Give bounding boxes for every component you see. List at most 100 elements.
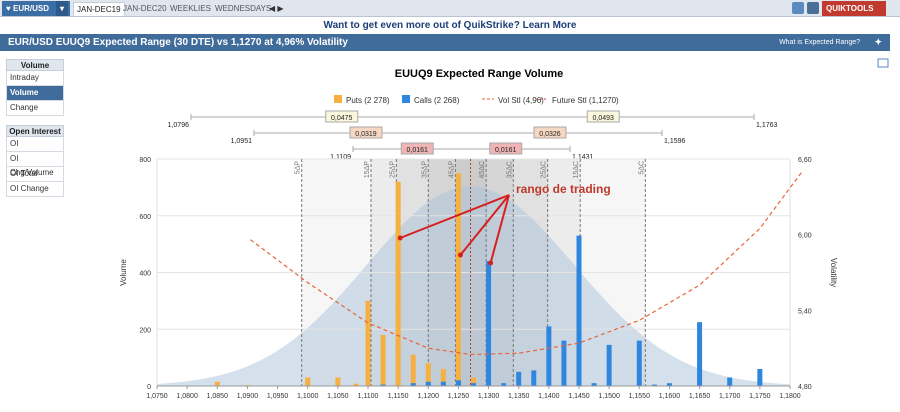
page-title: EUR/USD EUUQ9 Expected Range (30 DTE) vs… <box>8 37 348 48</box>
top-toolbar: ♥ EUR/USD ▾ JAN-DEC19 JAN-DEC20 WEEKLIES… <box>0 0 900 17</box>
call-bar <box>757 368 763 386</box>
range-width-box <box>533 126 567 139</box>
y-axis-title: Volume <box>119 259 128 286</box>
range-width-label: 0,0161 <box>407 147 429 154</box>
vol-settle-curve <box>250 171 803 356</box>
strike-marker-label: 5ΔC <box>638 161 645 175</box>
put-bar <box>410 354 416 386</box>
sidebar-item-volume[interactable]: Volume <box>6 86 64 101</box>
x-tick-label: 1,1100 <box>358 393 379 400</box>
tab-wednesdays[interactable]: WEDNESDAYS <box>215 4 272 13</box>
calculator-icon[interactable] <box>807 2 819 14</box>
expected-range-help-link[interactable]: What is Expected Range? <box>779 39 860 46</box>
quiktools-menu[interactable]: QUIKTOOLS <box>822 1 886 16</box>
put-bar <box>214 381 220 386</box>
annotation-arrow-head <box>457 252 463 258</box>
put-bar <box>353 383 359 386</box>
x-tick-label: 1,0950 <box>267 393 289 400</box>
x-tick-label: 1,1150 <box>388 393 409 400</box>
range-low-label: 1,0951 <box>231 138 253 145</box>
plot-area: 5ΔP 15ΔP 25ΔP 35ΔP 45ΔP 45ΔC 35ΔC 25ΔC 15ΔC 5ΔC <box>156 158 803 387</box>
x-tick-label: 1,0750 <box>146 393 168 400</box>
x-tick-label: 1,1550 <box>629 393 651 400</box>
range-width-label: 0,0475 <box>331 115 353 122</box>
x-tick-label: 1,1800 <box>779 393 801 400</box>
page-title-bar: EUR/USD EUUQ9 Expected Range (30 DTE) vs… <box>0 34 890 51</box>
sidebar-oi-header: Open Interest <box>6 125 64 137</box>
range-width-box <box>400 142 434 155</box>
sidebar-item-intraday[interactable]: Intraday <box>6 71 64 86</box>
trading-range-annotation: rango de trading <box>516 182 611 196</box>
call-bar <box>380 384 386 386</box>
call-bar <box>546 326 552 386</box>
x-tick-label: 1,1500 <box>598 393 620 400</box>
legend-calls-swatch <box>402 95 410 103</box>
x-tick-label: 1,1200 <box>418 393 440 400</box>
strike-marker-label: 25ΔC <box>541 161 548 179</box>
y-tick-label: 0 <box>147 384 151 391</box>
tab-scroll-arrows[interactable]: ◀ ▶ <box>269 4 284 13</box>
y2-tick-label: 4,80 <box>798 384 812 391</box>
sidebar-item-oi-chg-volume[interactable]: OI Chg/Volume <box>6 152 64 177</box>
x-tick-label: 1,0800 <box>176 393 198 400</box>
call-bar <box>531 370 537 386</box>
sidebar-item-oi-change[interactable]: OI Change <box>6 182 64 197</box>
call-bar <box>455 380 461 386</box>
y-tick-label: 400 <box>139 271 151 278</box>
range-low-label: 1,0796 <box>168 122 190 129</box>
y2-tick-label: 5,40 <box>798 308 812 315</box>
tab-weeklies[interactable]: WEEKLIES <box>170 4 211 13</box>
call-bar <box>410 383 416 386</box>
instrument-selector[interactable]: ♥ EUR/USD ▾ <box>2 1 70 16</box>
put-bar <box>440 368 446 386</box>
range-width-label: 0,0319 <box>355 131 377 138</box>
sidebar-item-oi-total[interactable]: OI Total <box>6 167 64 182</box>
quiktools-label: QUIKTOOLS <box>826 4 874 13</box>
annotation-arrow <box>459 194 510 256</box>
chart-legend: Puts (2 278) Calls (2 268) Vol Stl (4,96) F… <box>334 95 619 105</box>
call-bar <box>471 383 476 386</box>
promo-banner[interactable]: Want to get even more out of QuikStrike?… <box>0 17 900 34</box>
x-tick-label: 1,0850 <box>207 393 229 400</box>
range-width-box <box>586 110 620 123</box>
expected-range-chart: EUUQ9 Expected Range Volume Puts (2 278)… <box>119 58 889 400</box>
range-width-box <box>325 110 359 123</box>
sidebar-volume-group: Volume Intraday Volume Change <box>6 59 64 116</box>
twitter-icon[interactable]: ✦ <box>874 37 882 47</box>
strike-marker-label: 35ΔP <box>421 161 428 178</box>
legend-label: Vol Stl (4,96) <box>498 96 544 105</box>
call-bar <box>516 371 522 386</box>
sidebar-oi-group: Open Interest OI OI Chg/Volume OI Total … <box>6 125 64 197</box>
annotation-arrow <box>399 194 510 239</box>
call-bar <box>561 340 567 386</box>
call-bar <box>576 235 582 386</box>
sidebar-item-change[interactable]: Change <box>6 101 64 116</box>
call-bar <box>727 377 733 386</box>
x-tick-label: 1,1250 <box>448 393 470 400</box>
y-tick-label: 800 <box>139 157 151 164</box>
chart-icon[interactable] <box>792 2 804 14</box>
tab-jan-dec20[interactable]: JAN-DEC20 <box>123 4 167 13</box>
legend-puts-swatch <box>334 95 342 103</box>
x-tick-label: 1,1450 <box>568 393 590 400</box>
x-tick-label: 1,1000 <box>297 393 319 400</box>
instrument-label: EUR/USD <box>12 4 49 13</box>
expected-range-boxes: 1,0796 1,1763 0,0475 0,0493 1,0951 1,1596 0,03… <box>168 110 778 161</box>
y2-tick-label: 6,00 <box>798 233 812 240</box>
range-width-box <box>349 126 383 139</box>
put-bar <box>365 300 371 386</box>
strike-marker-label: 35ΔC <box>506 161 513 179</box>
call-bar <box>501 383 507 386</box>
sidebar-item-oi[interactable]: OI <box>6 137 64 152</box>
call-bar <box>425 381 431 386</box>
range-width-label: 0,0161 <box>495 147 517 154</box>
put-bar <box>305 377 311 386</box>
call-bar <box>440 381 446 386</box>
tab-jan-dec19[interactable]: JAN-DEC19 <box>73 2 125 16</box>
y-tick-label: 200 <box>139 327 151 334</box>
strike-marker-label: 15ΔP <box>364 161 371 178</box>
put-bar <box>471 377 476 386</box>
range-width-label: 0,0493 <box>593 115 615 122</box>
x-tick-label: 1,1650 <box>689 393 711 400</box>
x-tick-label: 1,1600 <box>659 393 681 400</box>
